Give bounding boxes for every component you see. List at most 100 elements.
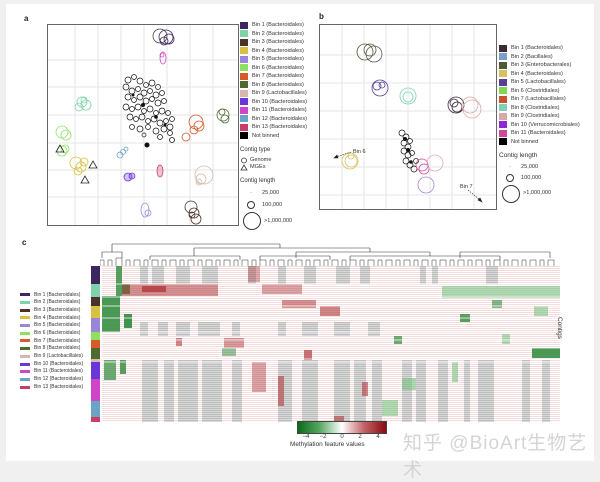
- legend-item: Bin 3 (Bacteroidales): [20, 306, 83, 314]
- legend-label: Bin 12 (Bacteroidales): [34, 376, 84, 383]
- swatch-not-binned: [240, 132, 248, 140]
- legend-label: Bin 8 (Clostridiales): [511, 104, 560, 111]
- swatch-bin-6: [499, 87, 507, 95]
- legend-item: Bin 9 (Clostridiales): [499, 112, 580, 121]
- legend-label: Bin 1 (Bacteroidales): [252, 22, 304, 28]
- legend-label: Bin 11 (Bacteroidales): [511, 130, 566, 136]
- legend-item: Bin 7 (Bacteroidales): [20, 337, 83, 345]
- legend-label: >1,000,000: [523, 190, 552, 197]
- legend-label: Bin 7 (Bacteroidales): [34, 337, 81, 344]
- legend-label: Bin 10 (Bacteroidales): [252, 98, 308, 105]
- row-group-bin-7: [91, 340, 100, 348]
- swatch-bin-12: [20, 377, 30, 381]
- legend-item: Bin 9 (Lactobacillales): [240, 89, 307, 98]
- row-group-bin-13: [91, 417, 100, 422]
- legend-label: Bin 11 (Bacteroidales): [34, 368, 83, 375]
- large-circle-icon: [502, 184, 520, 203]
- row-axis-label: Contigs: [556, 317, 563, 340]
- swatch-bin-5: [20, 324, 30, 328]
- legend-item: Bin 5 (Bacteroidales): [240, 55, 307, 64]
- legend-label: Not binned: [252, 132, 280, 139]
- legend-label: Bin 13 (Bacteroidales): [34, 383, 84, 390]
- legend-label: Bin 7 (Lactobacillales): [511, 96, 566, 102]
- swatch-bin-8: [240, 81, 248, 89]
- size-legend-small: · 25,000: [499, 163, 580, 173]
- legend-label: 100,000: [262, 201, 283, 208]
- legend-item: Bin 10 (Bacteroidales): [240, 98, 307, 107]
- swatch-bin-13: [20, 385, 30, 389]
- swatch-bin-11: [20, 370, 30, 374]
- panel-b-scatter-svg: Bin 6 Bin 7: [320, 25, 496, 209]
- legend-item: Bin 10 (Bacteroidales): [20, 360, 83, 368]
- swatch-bin-7: [499, 95, 507, 103]
- legend-item: Not binned: [499, 138, 580, 147]
- swatch-bin-4: [499, 70, 507, 78]
- legend-item: Bin 2 (Bacillales): [499, 53, 580, 62]
- contig-type-mges: MGEs: [240, 163, 307, 171]
- legend-item: Bin 9 (Lactobacillales): [20, 353, 83, 361]
- legend-label: Bin 8 (Bacteroidales): [252, 81, 304, 88]
- swatch-bin-6: [20, 331, 30, 335]
- row-group-bin-6: [91, 332, 100, 340]
- swatch-bin-11: [240, 106, 248, 114]
- swatch-bin-3: [240, 38, 248, 46]
- panel-a-scatter-plot: [47, 24, 239, 226]
- size-legend-small: · 25,000: [240, 187, 307, 199]
- legend-label: Bin 6 (Bacteroidales): [252, 64, 304, 71]
- row-group-bin-4: [91, 306, 100, 318]
- panel-b-letter: b: [319, 12, 324, 21]
- legend-item: Bin 8 (Clostridiales): [499, 104, 580, 113]
- legend-item: Bin 1 (Bacteroidales): [20, 291, 83, 299]
- methylation-colorbar: [297, 421, 387, 434]
- contig-type-title: Contig type: [240, 147, 271, 153]
- legend-label: Bin 8 (Bacteroidales): [34, 345, 81, 352]
- legend-item: Bin 10 (Verrucomicrobiales): [499, 121, 580, 130]
- legend-label: Bin 2 (Bacteroidales): [34, 299, 81, 306]
- swatch-bin-11: [499, 129, 507, 137]
- legend-item: Bin 4 (Bacteroidales): [240, 47, 307, 56]
- legend-item: Bin 4 (Bacteroidales): [20, 314, 83, 322]
- colorbar-tick: 4: [376, 434, 380, 440]
- legend-label: 100,000: [521, 174, 542, 181]
- legend-item: Bin 6 (Clostridiales): [499, 87, 580, 96]
- legend-label: Bin 3 (Bacteroidales): [252, 39, 304, 45]
- large-circle-icon: [243, 212, 261, 230]
- contig-length-title: Contig length: [499, 152, 538, 159]
- swatch-bin-7: [240, 72, 248, 80]
- swatch-bin-8: [20, 347, 30, 351]
- legend-item: Bin 11 (Bacteroidales): [499, 129, 580, 138]
- swatch-bin-1: [240, 21, 248, 29]
- row-group-bin-11: [91, 379, 100, 401]
- swatch-bin-10: [20, 362, 30, 366]
- legend-item: Bin 5 (Lactobacillales): [499, 78, 580, 87]
- legend-label: Bin 10 (Bacteroidales): [34, 360, 84, 367]
- panel-b-legend: Bin 1 (Bacteroidales) Bin 2 (Bacillales)…: [499, 44, 580, 204]
- legend-item: Bin 11 (Bacteroidales): [20, 368, 83, 376]
- legend-item: Bin 13 (Bacteroidales): [20, 383, 83, 391]
- swatch-bin-2: [240, 30, 248, 38]
- legend-label: Bin 6 (Clostridiales): [511, 87, 560, 94]
- heatmap-cells: [102, 266, 560, 422]
- swatch-bin-5: [240, 55, 248, 63]
- legend-item: Bin 12 (Bacteroidales): [20, 376, 83, 384]
- legend-item: Bin 2 (Bacteroidales): [240, 30, 307, 39]
- medium-circle-icon: [506, 174, 514, 182]
- bin-7-annotation: Bin 7: [460, 184, 473, 190]
- swatch-bin-2: [20, 301, 30, 305]
- legend-label: Bin 7 (Bacteroidales): [252, 73, 304, 79]
- legend-label: Bin 3 (Enterobacterales): [511, 62, 572, 68]
- circle-marker-icon: [241, 157, 247, 163]
- swatch-bin-10: [499, 121, 507, 129]
- swatch-bin-3: [20, 308, 30, 312]
- legend-label: Bin 2 (Bacillales): [511, 53, 553, 60]
- legend-item: Not binned: [240, 132, 307, 141]
- legend-item: Bin 3 (Enterobacterales): [499, 61, 580, 70]
- colorbar-tick: 2: [358, 434, 362, 440]
- triangle-marker-icon: [240, 163, 248, 170]
- colorbar-tick: 0: [340, 434, 344, 440]
- row-group-bin-3: [91, 297, 100, 306]
- legend-label: Bin 1 (Bacteroidales): [34, 291, 81, 298]
- row-group-colorbar: [91, 266, 100, 422]
- contig-type-genome: Genome: [240, 157, 307, 164]
- swatch-not-binned: [499, 138, 507, 146]
